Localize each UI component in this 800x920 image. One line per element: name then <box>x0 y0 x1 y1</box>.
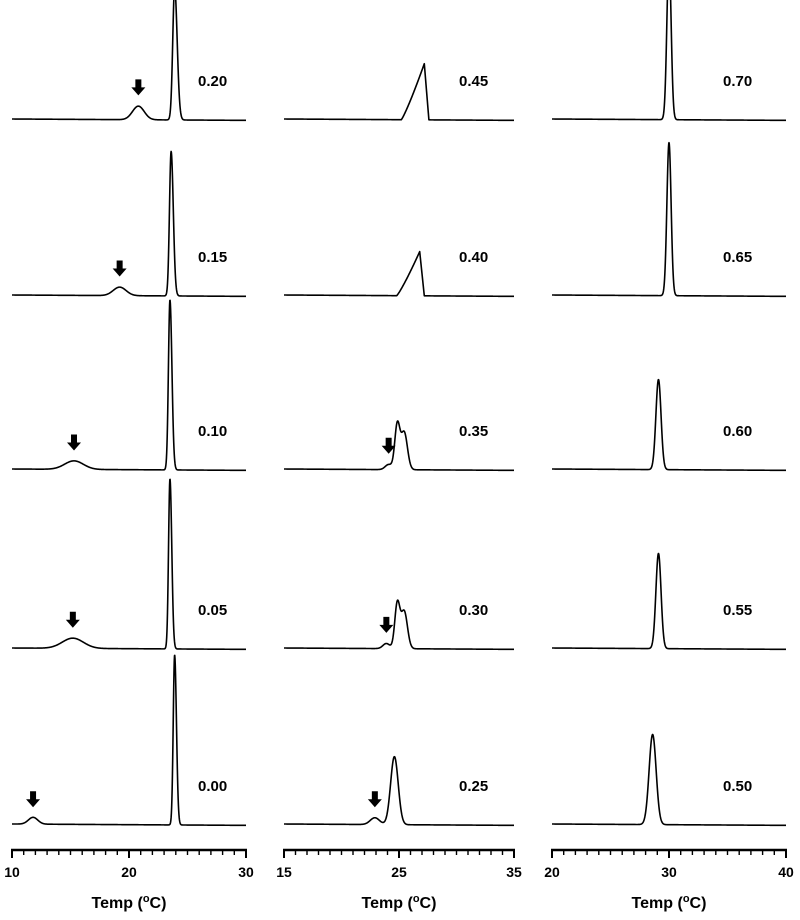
trace-label: 0.15 <box>198 249 227 266</box>
trace-label: 0.25 <box>459 778 488 795</box>
trace-0.25 <box>283 755 515 827</box>
trace-label: 0.10 <box>198 423 227 440</box>
trace-label: 0.00 <box>198 778 227 795</box>
trace-0.55 <box>551 552 787 651</box>
trace-0.35 <box>283 420 515 472</box>
axis-title-superscript: o <box>683 893 690 905</box>
tick-label: 20 <box>544 864 560 880</box>
tick-label: 40 <box>778 864 794 880</box>
tick-label: 15 <box>276 864 292 880</box>
trace-0.00 <box>11 654 247 827</box>
x-axis-2: 15 25 35 Temp (oC) <box>276 848 522 912</box>
trace-label: 0.55 <box>723 602 752 619</box>
trace-label: 0.30 <box>459 602 488 619</box>
arrow-marker <box>67 434 82 451</box>
arrow-marker <box>65 611 80 628</box>
trace-0.05 <box>11 478 247 651</box>
axis-title-prefix: Temp ( <box>362 895 414 912</box>
axis-title-superscript: o <box>143 893 150 905</box>
x-axis-title: Temp (oC) <box>92 893 167 912</box>
arrow-marker <box>112 260 127 277</box>
trace-0.30 <box>283 599 515 651</box>
panel-3: 0.70 0.65 0.60 0.55 0.50 <box>551 0 787 827</box>
arrow-marker <box>367 791 382 808</box>
trace-label: 0.20 <box>198 73 227 90</box>
axis-title-suffix: C) <box>420 895 437 912</box>
trace-label: 0.65 <box>723 249 752 266</box>
tick-label: 35 <box>506 864 522 880</box>
trace-label: 0.50 <box>723 778 752 795</box>
x-axis-1: 10 20 30 Temp (oC) <box>4 848 254 912</box>
trace-label: 0.45 <box>459 73 488 90</box>
axis-title-suffix: C) <box>690 895 707 912</box>
arrow-marker <box>26 791 41 808</box>
trace-label: 0.70 <box>723 73 752 90</box>
trace-0.65 <box>551 141 787 298</box>
trace-0.60 <box>551 378 787 472</box>
panel-2: 0.45 0.40 0.35 0.30 0.25 <box>283 62 515 827</box>
trace-label: 0.35 <box>459 423 488 440</box>
tick-label: 30 <box>238 864 254 880</box>
tick-label: 25 <box>391 864 407 880</box>
tick-label: 30 <box>661 864 677 880</box>
axis-title-superscript: o <box>413 893 420 905</box>
trace-label: 0.05 <box>198 602 227 619</box>
trace-0.10 <box>11 299 247 472</box>
axis-title-suffix: C) <box>150 895 167 912</box>
x-axis-title: Temp (oC) <box>632 893 707 912</box>
trace-label: 0.40 <box>459 249 488 266</box>
trace-0.15 <box>11 150 247 298</box>
trace-0.20 <box>11 0 247 122</box>
trace-0.70 <box>551 0 787 122</box>
arrow-marker <box>379 616 394 633</box>
trace-0.50 <box>551 733 787 827</box>
arrow-marker <box>381 437 396 454</box>
x-axis-title: Temp (oC) <box>362 893 437 912</box>
arrow-marker <box>131 79 146 96</box>
tick-label: 10 <box>4 864 20 880</box>
axis-title-prefix: Temp ( <box>632 895 684 912</box>
trace-0.45 <box>283 62 515 122</box>
tick-label: 20 <box>121 864 137 880</box>
trace-0.40 <box>283 250 515 298</box>
axis-title-prefix: Temp ( <box>92 895 144 912</box>
panel-1: 0.20 0.15 0.10 0.05 0.00 <box>11 0 247 827</box>
x-axis-3: 20 30 40 Temp (oC) <box>544 848 794 912</box>
trace-label: 0.60 <box>723 423 752 440</box>
